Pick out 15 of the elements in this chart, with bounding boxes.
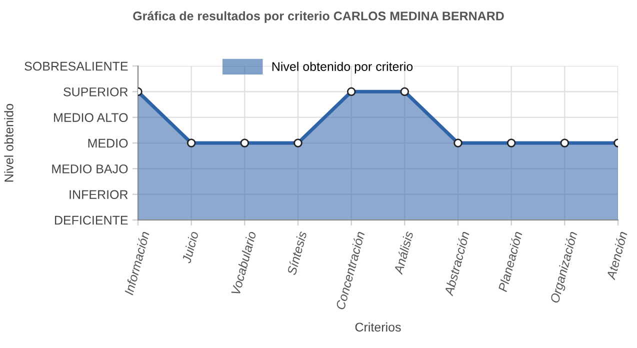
category-label: MEDIO BAJO — [52, 164, 128, 174]
x-tick-label: Juicio — [182, 230, 199, 264]
category-label: DEFICIENTE — [54, 216, 128, 225]
category-label: SUPERIOR — [64, 87, 128, 96]
chart-title: Gráfica de resultados por criterio CARLOS MEDINA BERNARD — [133, 11, 504, 23]
text: Nivel obtenido — [4, 104, 14, 182]
x-tick-label: Análisis — [393, 230, 414, 275]
legend-label: Nivel obtenido por criterio — [272, 62, 413, 74]
category-label: MEDIO ALTO — [54, 113, 128, 122]
x-tick-label: Síntesis — [286, 230, 307, 276]
category-label: MEDIO — [88, 138, 128, 148]
category-label: SOBRESALIENTE — [24, 62, 128, 71]
category-label: INFERIOR — [70, 190, 128, 199]
x-axis-title: Criterios — [355, 322, 401, 332]
x-tick-label: Atención — [606, 230, 628, 280]
